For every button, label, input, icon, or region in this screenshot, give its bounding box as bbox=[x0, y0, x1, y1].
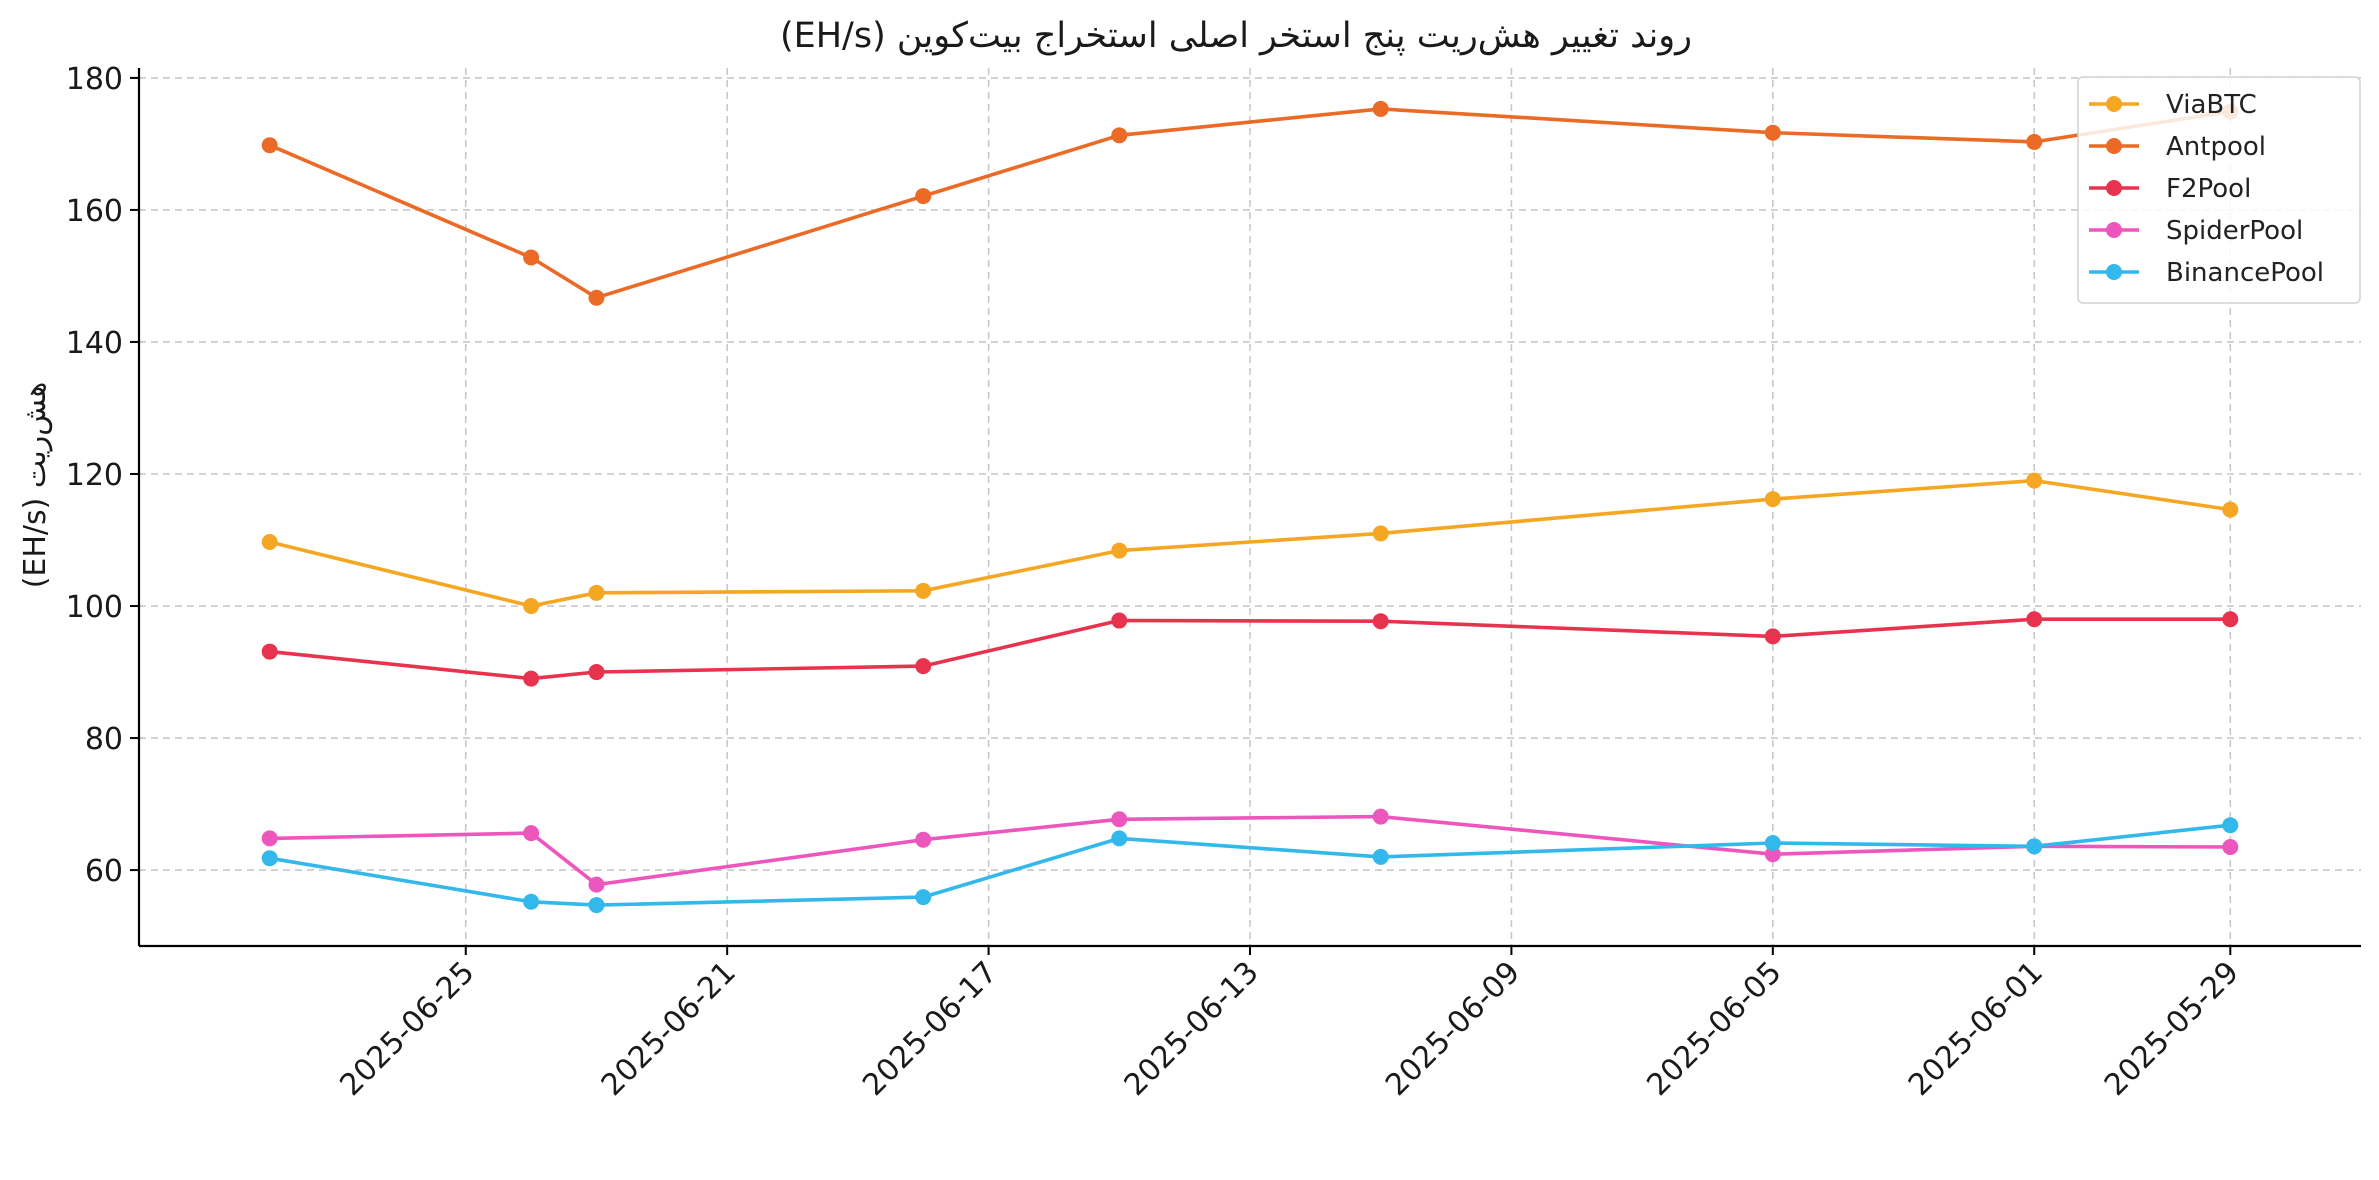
y-tick-label: 140 bbox=[66, 326, 123, 361]
data-point bbox=[1111, 127, 1128, 144]
legend-label: BinancePool bbox=[2166, 258, 2324, 288]
data-point bbox=[2026, 611, 2043, 628]
legend-marker bbox=[2106, 264, 2122, 280]
data-point bbox=[915, 831, 932, 848]
data-point bbox=[1764, 124, 1781, 141]
data-point bbox=[2026, 472, 2043, 489]
data-point bbox=[2222, 501, 2239, 518]
data-point bbox=[1111, 542, 1128, 559]
x-tick-label: 2025-06-25 bbox=[333, 955, 481, 1103]
axes: 60 80 100 120 140 160 180 2025-06-25 2025-06-21 2… bbox=[66, 62, 2361, 1103]
legend-item-viabtc: ViaBTC bbox=[2089, 90, 2257, 120]
data-point bbox=[588, 584, 605, 601]
legend-marker bbox=[2106, 180, 2122, 196]
x-tick-label: 2025-06-09 bbox=[1379, 955, 1527, 1103]
legend-item-f2pool: F2Pool bbox=[2089, 174, 2251, 204]
data-point bbox=[588, 897, 605, 914]
legend-box bbox=[2077, 76, 2361, 304]
legend-label: SpiderPool bbox=[2166, 216, 2303, 246]
series-binancepool bbox=[261, 817, 2239, 914]
data-point bbox=[1764, 491, 1781, 508]
series-f2pool bbox=[261, 611, 2239, 687]
x-tick-label: 2025-06-05 bbox=[1640, 955, 1788, 1103]
data-point bbox=[915, 582, 932, 599]
data-point bbox=[261, 643, 278, 660]
legend-label: F2Pool bbox=[2166, 174, 2251, 204]
legend-marker bbox=[2106, 96, 2122, 112]
data-point bbox=[1372, 808, 1389, 825]
data-point bbox=[261, 830, 278, 847]
data-point bbox=[915, 889, 932, 906]
data-point bbox=[1764, 846, 1781, 863]
data-point bbox=[588, 876, 605, 893]
legend-item-binancepool: BinancePool bbox=[2089, 258, 2324, 288]
x-tick-label: 2025-06-13 bbox=[1118, 955, 1266, 1103]
data-point bbox=[523, 598, 540, 615]
data-point bbox=[1372, 613, 1389, 630]
data-point bbox=[1764, 835, 1781, 852]
y-tick-label: 80 bbox=[85, 722, 123, 757]
data-point bbox=[2026, 838, 2043, 855]
data-point bbox=[523, 249, 540, 266]
y-tick-label: 100 bbox=[66, 590, 123, 625]
y-tick-label: 120 bbox=[66, 458, 123, 493]
series-layer bbox=[261, 100, 2239, 914]
data-point bbox=[2222, 817, 2239, 834]
series-viabtc bbox=[261, 472, 2239, 615]
data-point bbox=[261, 850, 278, 867]
data-point bbox=[1111, 612, 1128, 629]
chart-title: روند تغییر هش‌ریت پنج استخر اصلی استخراج… bbox=[780, 16, 1692, 56]
x-tick-label: 2025-06-01 bbox=[1902, 955, 2050, 1103]
y-axis-title: هش‌ریت (EH/s) bbox=[18, 382, 53, 589]
legend-item-antpool: Antpool bbox=[2089, 132, 2266, 162]
data-point bbox=[2026, 133, 2043, 150]
data-point bbox=[523, 670, 540, 687]
x-tick-label: 2025-05-29 bbox=[2098, 955, 2246, 1103]
legend-label: ViaBTC bbox=[2166, 90, 2257, 120]
data-point bbox=[1764, 628, 1781, 645]
grid bbox=[139, 68, 2361, 946]
data-point bbox=[915, 188, 932, 205]
y-tick-label: 60 bbox=[85, 854, 123, 889]
data-point bbox=[2222, 611, 2239, 628]
x-tick-label: 2025-06-17 bbox=[856, 955, 1004, 1103]
series-antpool bbox=[261, 100, 2239, 306]
x-tick-label: 2025-06-21 bbox=[595, 955, 743, 1103]
data-point bbox=[1372, 100, 1389, 117]
y-tick-label: 160 bbox=[66, 194, 123, 229]
data-point bbox=[2222, 838, 2239, 855]
legend-item-spiderpool: SpiderPool bbox=[2089, 216, 2303, 246]
data-point bbox=[523, 893, 540, 910]
data-point bbox=[1372, 848, 1389, 865]
data-point bbox=[1111, 830, 1128, 847]
legend-label: Antpool bbox=[2166, 132, 2266, 162]
legend: ViaBTC Antpool F2Pool SpiderPool BinancePool bbox=[2077, 76, 2361, 304]
data-point bbox=[588, 664, 605, 681]
data-point bbox=[1111, 811, 1128, 828]
data-point bbox=[588, 289, 605, 306]
legend-marker bbox=[2106, 222, 2122, 238]
data-point bbox=[523, 825, 540, 842]
data-point bbox=[1372, 525, 1389, 542]
y-tick-label: 180 bbox=[66, 62, 123, 97]
legend-marker bbox=[2106, 138, 2122, 154]
data-point bbox=[915, 658, 932, 675]
data-point bbox=[261, 533, 278, 550]
data-point bbox=[261, 137, 278, 154]
